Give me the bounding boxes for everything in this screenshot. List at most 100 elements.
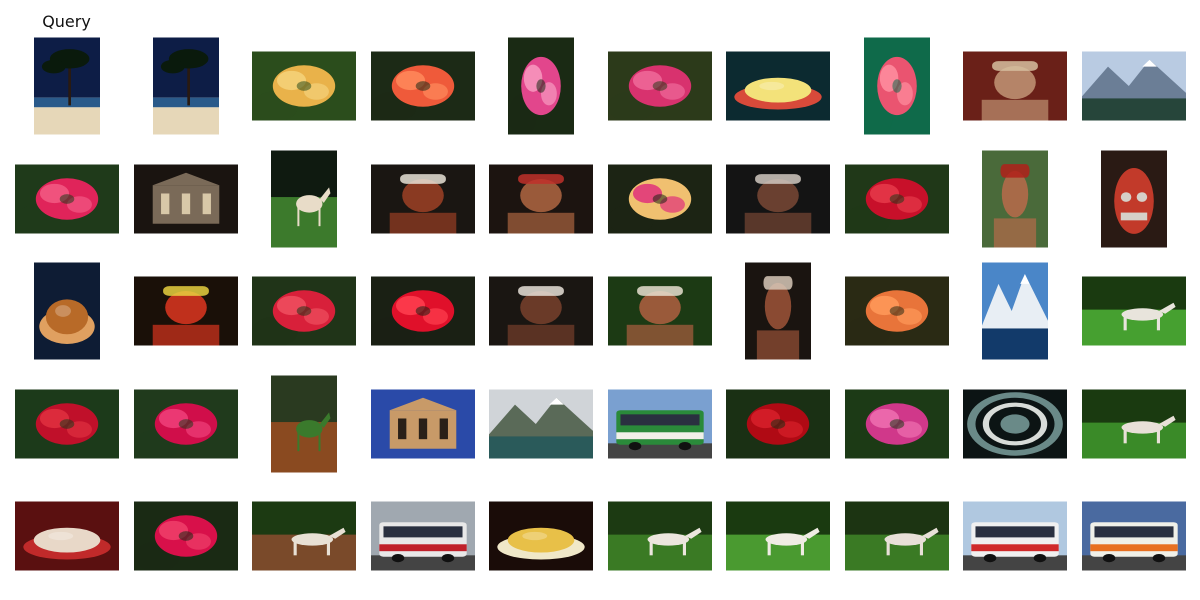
- result-image[interactable]: [8, 255, 126, 367]
- thumbnail-building-night: [134, 164, 238, 234]
- result-image[interactable]: [127, 480, 245, 592]
- result-image[interactable]: [719, 480, 837, 592]
- thumbnail-person: [134, 276, 238, 346]
- result-image[interactable]: [482, 143, 600, 255]
- result-image[interactable]: [719, 368, 837, 480]
- result-image[interactable]: [719, 143, 837, 255]
- result-image[interactable]: [601, 368, 719, 480]
- thumbnail-bus: [963, 501, 1067, 571]
- thumbnail-flower: [864, 37, 930, 135]
- result-image[interactable]: [127, 143, 245, 255]
- result-image[interactable]: [1075, 255, 1193, 367]
- thumbnail-bus: [1082, 501, 1186, 571]
- thumbnail-flower: [15, 389, 119, 459]
- thumbnail-mountain-lake: [1082, 51, 1186, 121]
- result-image[interactable]: [956, 480, 1074, 592]
- result-image[interactable]: [127, 30, 245, 142]
- thumbnail-bus: [371, 501, 475, 571]
- thumbnail-person: [726, 164, 830, 234]
- result-image[interactable]: [1075, 143, 1193, 255]
- result-image[interactable]: [1075, 30, 1193, 142]
- query-image[interactable]: [8, 30, 126, 142]
- thumbnail-horse: [726, 501, 830, 571]
- result-image[interactable]: [364, 255, 482, 367]
- result-image[interactable]: [1075, 480, 1193, 592]
- thumbnail-flower: [134, 389, 238, 459]
- thumbnail-horse: [608, 501, 712, 571]
- thumbnail-person: [963, 51, 1067, 121]
- result-image[interactable]: [956, 368, 1074, 480]
- thumbnail-mountain-lake: [489, 389, 593, 459]
- result-image[interactable]: [838, 255, 956, 367]
- thumbnail-plate: [15, 501, 119, 571]
- thumbnail-beach-palms: [34, 37, 100, 135]
- result-image[interactable]: [482, 255, 600, 367]
- thumbnail-person: [608, 276, 712, 346]
- thumbnail-flower: [608, 51, 712, 121]
- result-image[interactable]: [482, 368, 600, 480]
- result-image[interactable]: [482, 480, 600, 592]
- query-label: Query: [42, 12, 91, 31]
- thumbnail-horse: [1082, 389, 1186, 459]
- thumbnail-flower: [252, 276, 356, 346]
- result-image[interactable]: [719, 30, 837, 142]
- thumbnail-flower: [134, 501, 238, 571]
- result-image[interactable]: [245, 368, 363, 480]
- thumbnail-cheese: [489, 501, 593, 571]
- result-image[interactable]: [719, 255, 837, 367]
- thumbnail-mountain-lake: [982, 262, 1048, 360]
- result-image[interactable]: [956, 255, 1074, 367]
- result-image[interactable]: [838, 143, 956, 255]
- result-image[interactable]: [364, 143, 482, 255]
- result-image[interactable]: [838, 30, 956, 142]
- result-image[interactable]: [601, 143, 719, 255]
- thumbnail-horse: [252, 501, 356, 571]
- thumbnail-flower: [845, 389, 949, 459]
- thumbnail-flower: [508, 37, 574, 135]
- thumbnail-flower: [371, 51, 475, 121]
- thumbnail-horse: [1082, 276, 1186, 346]
- thumbnail-cake: [726, 51, 830, 121]
- result-image[interactable]: [838, 480, 956, 592]
- result-image[interactable]: [956, 143, 1074, 255]
- thumbnail-beach-palms: [153, 37, 219, 135]
- result-image[interactable]: [127, 368, 245, 480]
- thumbnail-bus: [608, 389, 712, 459]
- thumbnail-flower: [15, 164, 119, 234]
- thumbnail-horse: [271, 150, 337, 248]
- thumbnail-flower: [252, 51, 356, 121]
- result-image[interactable]: [364, 368, 482, 480]
- result-image[interactable]: [482, 30, 600, 142]
- thumbnail-flower: [845, 276, 949, 346]
- result-image[interactable]: [956, 30, 1074, 142]
- thumbnail-person: [489, 276, 593, 346]
- result-image[interactable]: [601, 480, 719, 592]
- result-image[interactable]: [601, 30, 719, 142]
- result-image[interactable]: [127, 255, 245, 367]
- thumbnail-building-day: [371, 389, 475, 459]
- thumbnail-flower: [371, 276, 475, 346]
- thumbnail-flower: [845, 164, 949, 234]
- thumbnail-horse: [271, 375, 337, 473]
- result-image[interactable]: [8, 143, 126, 255]
- result-image[interactable]: [8, 480, 126, 592]
- result-image[interactable]: [245, 480, 363, 592]
- thumbnail-staircase: [963, 389, 1067, 459]
- thumbnail-mask: [1101, 150, 1167, 248]
- thumbnail-flower: [726, 389, 830, 459]
- result-image[interactable]: [8, 368, 126, 480]
- result-image[interactable]: [245, 143, 363, 255]
- thumbnail-turkey: [34, 262, 100, 360]
- result-image[interactable]: [245, 30, 363, 142]
- thumbnail-person: [371, 164, 475, 234]
- thumbnail-horse: [845, 501, 949, 571]
- thumbnail-person: [745, 262, 811, 360]
- result-image[interactable]: [1075, 368, 1193, 480]
- result-image[interactable]: [838, 368, 956, 480]
- result-image[interactable]: [364, 480, 482, 592]
- result-image[interactable]: [364, 30, 482, 142]
- thumbnail-person: [489, 164, 593, 234]
- result-image[interactable]: [245, 255, 363, 367]
- result-image[interactable]: [601, 255, 719, 367]
